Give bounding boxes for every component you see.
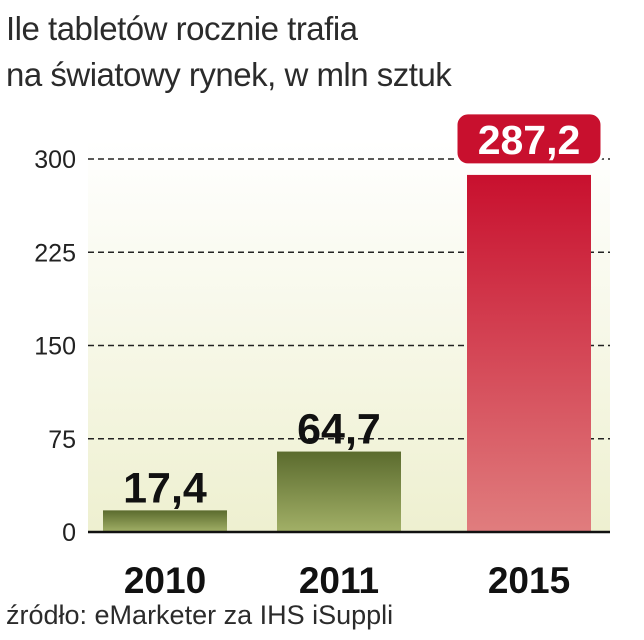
chart-title-line-2: na światowy rynek, w mln sztuk bbox=[6, 56, 452, 93]
x-tick-label: 2015 bbox=[488, 560, 570, 601]
y-tick-label: 75 bbox=[48, 426, 76, 454]
value-label: 287,2 bbox=[478, 117, 581, 163]
value-label: 64,7 bbox=[297, 406, 381, 454]
value-label: 17,4 bbox=[123, 464, 207, 512]
x-tick-label: 2011 bbox=[299, 560, 379, 601]
y-tick-label: 225 bbox=[34, 239, 76, 267]
bar-2011 bbox=[277, 451, 401, 532]
x-tick-label: 2010 bbox=[124, 560, 206, 601]
y-tick-label: 0 bbox=[62, 519, 76, 547]
chart-title: Ile tabletów rocznie trafia na światowy … bbox=[6, 6, 452, 98]
source-note: źródło: eMarketer za IHS iSuppli bbox=[6, 600, 394, 630]
value-label-badge bbox=[454, 111, 604, 167]
chart-title-line-1: Ile tabletów rocznie trafia bbox=[6, 10, 358, 47]
bar-2010 bbox=[103, 510, 227, 532]
y-tick-label: 150 bbox=[34, 333, 76, 361]
bar-2015 bbox=[467, 174, 591, 532]
y-tick-label: 300 bbox=[34, 146, 76, 174]
